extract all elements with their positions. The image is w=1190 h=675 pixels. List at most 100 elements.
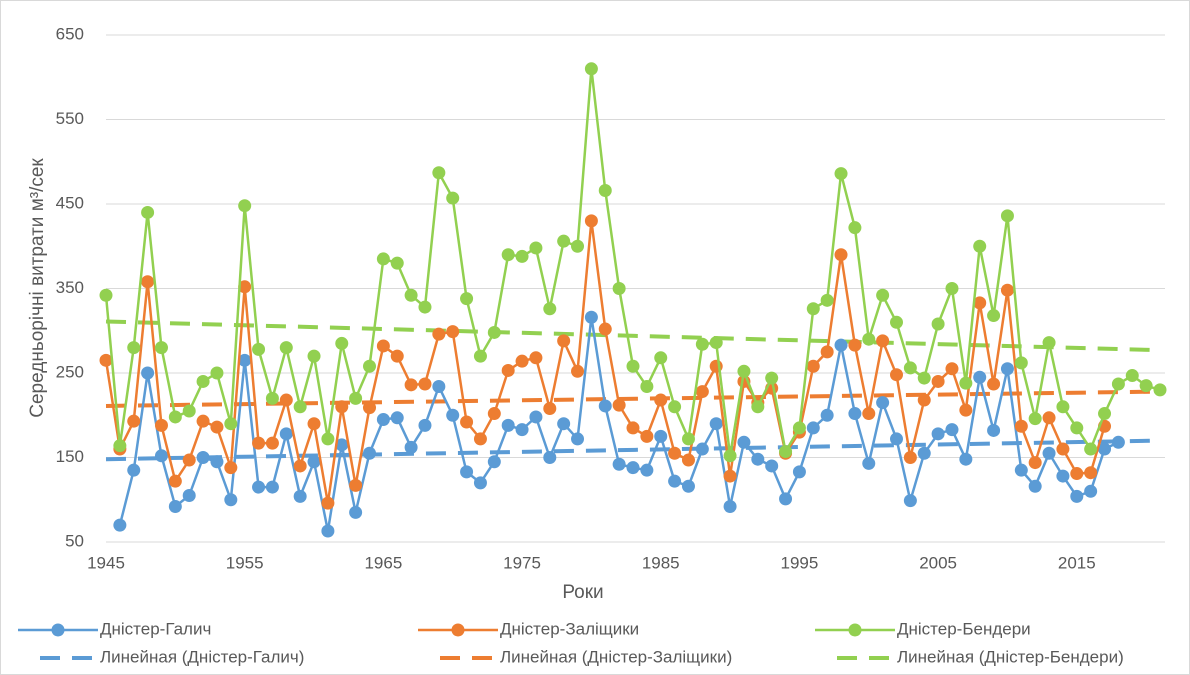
data-point — [252, 480, 266, 494]
data-point — [820, 408, 834, 422]
data-point — [1042, 411, 1056, 425]
data-point — [321, 432, 335, 446]
data-point — [931, 374, 945, 388]
y-tick-label: 50 — [65, 531, 84, 550]
data-point — [931, 427, 945, 441]
data-point — [723, 500, 737, 514]
data-point — [557, 234, 571, 248]
data-point — [196, 374, 210, 388]
data-point — [557, 417, 571, 431]
data-point — [141, 366, 155, 380]
data-point — [363, 359, 376, 373]
data-point — [890, 432, 903, 446]
data-point — [779, 445, 793, 459]
data-point — [876, 396, 890, 410]
y-axis-label: Середньорічні витрати м³/сек — [27, 158, 48, 418]
legend-marker — [451, 623, 465, 637]
legend-marker — [848, 623, 862, 637]
data-point — [834, 167, 848, 181]
data-point — [127, 341, 141, 355]
data-point — [1084, 484, 1098, 498]
data-point — [765, 371, 779, 385]
data-point — [931, 317, 945, 331]
data-point — [127, 414, 141, 428]
data-point — [154, 341, 168, 355]
data-point — [903, 494, 917, 508]
data-point — [654, 393, 668, 407]
data-point — [1042, 336, 1056, 350]
data-point — [792, 465, 806, 479]
data-point — [265, 391, 279, 405]
data-point — [487, 325, 501, 339]
data-point — [571, 239, 585, 253]
trend-line — [105, 319, 1161, 353]
data-point — [890, 368, 903, 382]
data-point — [584, 310, 598, 324]
data-point — [876, 334, 890, 348]
data-point — [557, 334, 571, 348]
data-point — [1028, 456, 1042, 470]
data-point — [695, 337, 709, 351]
data-point — [1056, 469, 1070, 483]
data-point — [460, 292, 474, 306]
data-point — [529, 351, 543, 365]
data-point — [862, 332, 876, 346]
data-point — [848, 338, 862, 352]
data-point — [945, 423, 959, 437]
data-point — [487, 455, 501, 469]
data-point — [335, 438, 349, 452]
data-point — [737, 435, 751, 449]
data-point — [307, 349, 321, 363]
data-point — [252, 436, 266, 450]
data-point — [1028, 412, 1042, 426]
data-point — [141, 205, 155, 219]
data-point — [252, 342, 266, 356]
data-point — [279, 393, 293, 407]
data-point — [1028, 479, 1042, 493]
data-point — [987, 423, 1001, 437]
data-point — [903, 361, 917, 375]
data-point — [238, 199, 252, 213]
data-point — [529, 410, 543, 424]
data-point — [279, 427, 293, 441]
data-point — [321, 496, 335, 510]
y-tick-label: 250 — [56, 362, 84, 381]
x-tick-label: 1955 — [226, 553, 264, 572]
data-point — [168, 500, 182, 514]
data-point — [210, 455, 224, 469]
data-point — [196, 451, 210, 464]
data-point — [460, 465, 474, 479]
data-point — [1070, 467, 1084, 481]
data-point — [792, 421, 806, 435]
data-point — [945, 282, 959, 295]
data-point — [959, 403, 973, 417]
y-tick-label: 350 — [56, 278, 84, 297]
data-point — [723, 469, 737, 483]
data-point — [820, 293, 834, 307]
data-point — [1056, 442, 1070, 456]
y-tick-label: 550 — [56, 109, 84, 128]
data-point — [598, 399, 612, 413]
data-point — [321, 524, 335, 538]
data-point — [723, 449, 737, 463]
data-point — [640, 463, 654, 477]
data-point — [404, 440, 418, 454]
data-point — [265, 436, 279, 450]
data-point — [612, 282, 626, 295]
data-point — [612, 398, 626, 412]
data-point — [1098, 442, 1112, 456]
data-point — [584, 214, 598, 228]
data-point — [681, 432, 695, 446]
data-point — [917, 393, 931, 407]
data-point — [806, 302, 820, 316]
data-point — [418, 418, 432, 432]
x-tick-label: 1945 — [87, 553, 125, 572]
data-point — [987, 377, 1001, 391]
data-point — [695, 385, 709, 399]
x-tick-label: 1985 — [642, 553, 680, 572]
x-tick-label: 1975 — [503, 553, 541, 572]
x-tick-label: 1995 — [781, 553, 819, 572]
data-point — [1000, 283, 1014, 297]
data-point — [862, 456, 876, 470]
data-point — [473, 432, 487, 446]
